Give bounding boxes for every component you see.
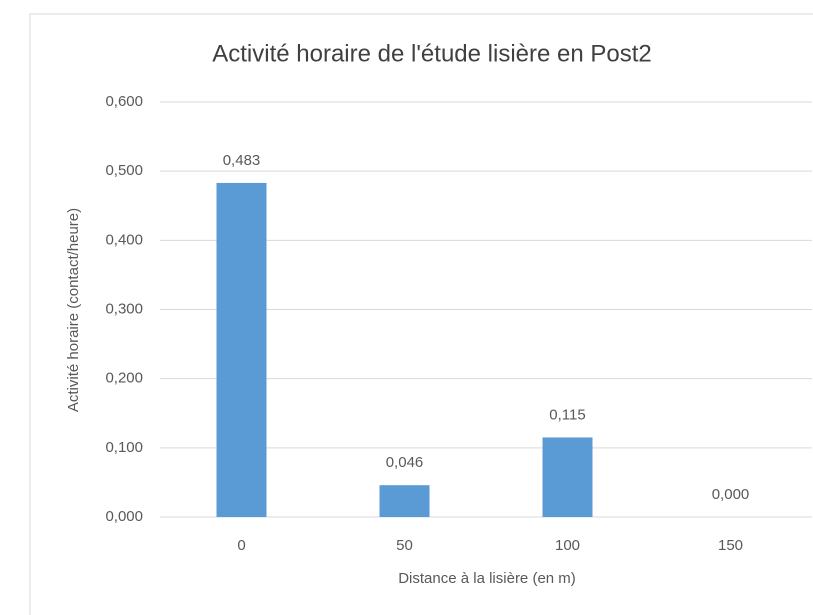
chart-title: Activité horaire de l'étude lisière en P… [212, 40, 652, 67]
y-tick-label: 0,100 [105, 439, 143, 456]
bar [216, 182, 267, 518]
y-tick-label: 0,400 [105, 231, 143, 248]
y-tick-label: 0,200 [105, 370, 143, 387]
data-label: 0,115 [549, 406, 585, 423]
data-label: 0,000 [712, 486, 750, 503]
bar [542, 437, 593, 517]
y-tick-label: 0,300 [105, 300, 143, 317]
y-tick-label: 0,600 [105, 93, 143, 110]
data-label: 0,483 [223, 152, 261, 169]
x-tick-label: 0 [237, 537, 245, 554]
bar [379, 485, 430, 517]
data-label: 0,046 [386, 454, 424, 471]
chart-frame [29, 13, 813, 615]
y-axis-label: Activité horaire (contact/heure) [65, 208, 82, 412]
x-tick-label: 150 [718, 537, 743, 554]
x-tick-label: 50 [396, 537, 413, 554]
x-axis-label: Distance à la lisière (en m) [398, 570, 576, 587]
x-tick-label: 100 [555, 537, 580, 554]
y-tick-label: 0,000 [105, 508, 143, 525]
y-tick-label: 0,500 [105, 162, 143, 179]
